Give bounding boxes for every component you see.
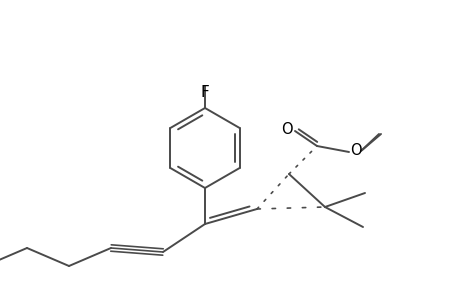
Text: O: O (349, 142, 361, 158)
Text: O: O (280, 122, 292, 136)
Text: F: F (200, 85, 209, 100)
Text: methyl: methyl (391, 129, 396, 130)
